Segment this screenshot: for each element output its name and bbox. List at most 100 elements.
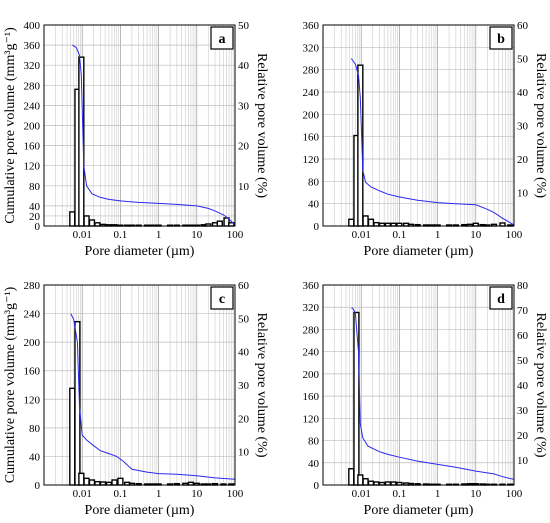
y-right-tick-label: 60 <box>517 330 529 342</box>
y-right-tick-label: 10 <box>238 447 250 459</box>
y-left-axis-label: Cumulative pore volume (mm³g⁻¹) <box>3 27 18 224</box>
y-left-tick-label: 200 <box>303 109 320 121</box>
y-left-tick-label: 120 <box>24 394 41 406</box>
x-tick-label: 10 <box>191 488 203 500</box>
y-right-tick-label: 50 <box>238 20 250 32</box>
panel-letter: c <box>219 292 225 307</box>
cumulative-line <box>351 307 515 480</box>
y-left-tick-label: 80 <box>308 176 320 188</box>
y-left-tick-label: 40 <box>308 458 320 470</box>
grid <box>322 284 514 486</box>
y-left-tick-label: 120 <box>303 154 320 166</box>
bar <box>117 477 124 486</box>
y-left-tick-label: 320 <box>303 42 320 54</box>
y-right-tick-label: 40 <box>517 87 529 99</box>
bar <box>69 387 76 486</box>
x-axis-label: Pore diameter (µm) <box>364 503 474 518</box>
y-left-tick-label: 280 <box>24 280 41 292</box>
bar <box>69 211 76 227</box>
x-tick-label: 0.01 <box>73 488 92 500</box>
y-right-tick-label: 20 <box>517 154 529 166</box>
bar <box>216 220 223 227</box>
y-left-tick-label: 240 <box>303 347 320 359</box>
x-axis-label: Pore diameter (µm) <box>85 503 195 518</box>
x-tick-label: 100 <box>506 488 523 500</box>
y-left-tick-label: 80 <box>29 423 41 435</box>
x-tick-label: 1 <box>435 229 441 241</box>
cumulative-line <box>350 58 515 226</box>
panel-c: 0.01 0.1 1 10 100 0 40 80 120 160 200 240 280 10 20 30 4… <box>3 280 269 518</box>
y-right-tick-label: 60 <box>238 280 250 292</box>
y-right-tick-label: 30 <box>517 405 529 417</box>
x-tick-label: 0.1 <box>393 229 407 241</box>
y-left-tick-label: 360 <box>303 20 320 32</box>
cumulative-line <box>72 44 236 226</box>
x-tick-label: 100 <box>506 229 523 241</box>
x-tick-label: 0.1 <box>114 229 128 241</box>
y-right-tick-label: 80 <box>517 280 529 292</box>
y-right-tick-label: 10 <box>238 181 250 193</box>
bar <box>111 479 118 486</box>
bar <box>83 215 90 227</box>
y-left-tick-label: 80 <box>308 436 320 448</box>
y-left-tick-label: 280 <box>303 65 320 77</box>
x-tick-label: 1 <box>156 488 162 500</box>
plot-frame <box>43 24 236 227</box>
x-tick-label: 10 <box>191 229 203 241</box>
y-right-tick-label: 10 <box>517 455 529 467</box>
x-tick-label: 1 <box>435 488 441 500</box>
panel-letter-frame <box>210 26 234 50</box>
bar <box>362 215 369 227</box>
y-right-tick-label: 50 <box>238 313 250 325</box>
y-left-tick-label: 40 <box>29 451 41 463</box>
bar <box>83 477 90 486</box>
plot-frame <box>322 24 515 227</box>
bar <box>362 478 369 486</box>
y-right-tick-label: 30 <box>517 121 529 133</box>
panel-letter-box: d <box>489 286 513 310</box>
x-tick-label: 0.01 <box>352 488 371 500</box>
bar <box>88 219 96 227</box>
y-left-tick-label: 240 <box>303 87 320 99</box>
grid <box>43 24 235 227</box>
x-tick-label: 100 <box>227 488 244 500</box>
panel-letter-box: b <box>489 26 513 50</box>
x-tick-label: 1 <box>156 229 162 241</box>
y-left-tick-label: 160 <box>303 391 320 403</box>
bar <box>78 472 85 486</box>
bar-series <box>69 56 235 227</box>
y-left-tick-label: 200 <box>303 369 320 381</box>
panel-letter-frame <box>489 286 513 310</box>
cumulative-line <box>70 313 236 480</box>
y-right-axis-label: Relative pore volume (%) <box>254 312 269 457</box>
panel-letter-box: c <box>210 286 234 310</box>
y-left-tick-label: 40 <box>308 199 320 211</box>
y-right-tick-label: 20 <box>238 141 250 153</box>
y-left-tick-label: 200 <box>24 121 41 133</box>
y-left-tick-label: 280 <box>24 80 41 92</box>
y-left-tick-label: 0 <box>35 480 41 492</box>
y-right-tick-label: 30 <box>238 380 250 392</box>
y-left-axis-label: Cumulative pore volume (mm³g⁻¹) <box>3 286 18 483</box>
panel-b: 0.01 0.1 1 10 100 0 40 80 120 160 200 240 280 320 360 1… <box>303 20 549 259</box>
panel-letter: d <box>497 292 505 307</box>
x-tick-label: 10 <box>470 229 482 241</box>
y-left-tick-label: 40 <box>29 201 41 213</box>
panel-letter: a <box>219 32 226 47</box>
x-axis-label: Pore diameter (µm) <box>364 244 474 259</box>
bar <box>348 468 355 486</box>
y-left-tick-label: 240 <box>24 100 41 112</box>
y-right-axis-label: Relative pore volume (%) <box>254 53 269 198</box>
y-left-tick-label: 200 <box>24 337 41 349</box>
x-tick-label: 0.01 <box>73 229 92 241</box>
bar <box>367 218 375 227</box>
y-left-tick-label: 320 <box>24 60 41 72</box>
y-left-tick-label: 400 <box>24 20 41 32</box>
y-right-tick-label: 10 <box>517 188 529 200</box>
y-right-tick-label: 50 <box>517 54 529 66</box>
y-left-tick-label: 360 <box>303 280 320 292</box>
y-right-axis-label: Relative pore volume (%) <box>533 53 548 198</box>
y-left-tick-label: 80 <box>29 181 41 193</box>
y-left-tick-label: 0 <box>314 480 320 492</box>
